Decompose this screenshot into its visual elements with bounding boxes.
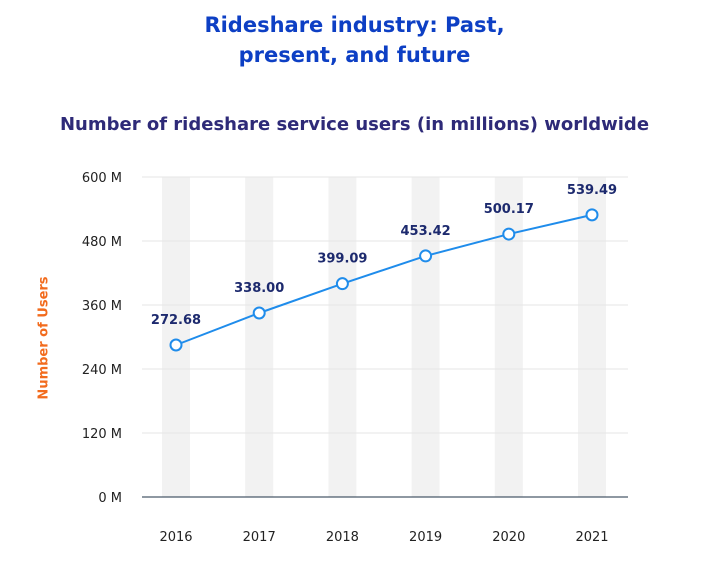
x-tick-label: 2017 [243, 530, 276, 545]
y-tick-label: 120 M [82, 427, 122, 442]
column-band-2018 [328, 177, 357, 497]
gridlines [142, 176, 628, 434]
data-labels: 272.68 338.00 399.09 453.42 500.17 539.49 [151, 183, 617, 328]
data-point [252, 306, 266, 320]
column-band-2021 [578, 177, 606, 497]
data-point [419, 249, 433, 263]
page-title: Rideshare industry: Past, present, and f… [0, 10, 709, 70]
chart-title: Number of rideshare service users (in mi… [59, 114, 650, 135]
data-label: 272.68 [151, 313, 201, 328]
page-title-line2: present, and future [238, 43, 471, 67]
column-band-2017 [245, 177, 274, 497]
x-tick-label: 2018 [326, 530, 359, 545]
data-label: 453.42 [401, 224, 451, 239]
x-tick-label: 2019 [409, 530, 442, 545]
series-line [175, 213, 593, 346]
y-tick-label: 480 M [82, 235, 122, 250]
y-tick-label: 0 M [98, 491, 122, 506]
y-tick-label: 240 M [82, 363, 122, 378]
column-band-2019 [411, 177, 440, 497]
y-axis-ticks: 0 M 120 M 240 M 360 M 480 M 600 M [82, 171, 122, 506]
data-points [169, 208, 599, 352]
y-tick-label: 360 M [82, 299, 122, 314]
data-point [585, 208, 599, 222]
data-point [169, 338, 183, 352]
data-label: 399.09 [317, 252, 367, 267]
column-bands [162, 177, 606, 497]
data-point [335, 277, 349, 291]
data-label: 539.49 [567, 183, 617, 198]
x-tick-label: 2016 [159, 530, 192, 545]
x-tick-label: 2020 [492, 530, 525, 545]
y-tick-label: 600 M [82, 171, 122, 186]
data-label: 338.00 [234, 281, 284, 296]
page-title-line1: Rideshare industry: Past, [204, 13, 505, 37]
data-point [502, 227, 516, 241]
column-band-2016 [162, 177, 190, 497]
x-axis-ticks: 2016 2017 2018 2019 2020 2021 [159, 530, 608, 545]
column-band-2020 [494, 177, 523, 497]
x-tick-label: 2021 [575, 530, 608, 545]
data-label: 500.17 [484, 202, 534, 217]
